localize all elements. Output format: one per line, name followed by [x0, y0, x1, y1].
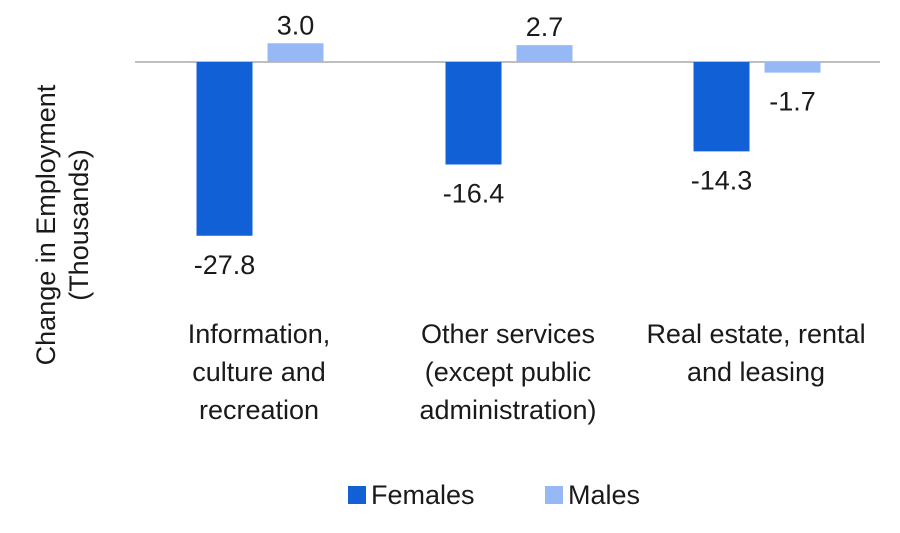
data-label-males-3: -1.7 — [769, 87, 816, 117]
category-label-2-line-2: (except public — [425, 357, 592, 387]
data-label-females-1: -27.8 — [194, 250, 256, 280]
legend-label-males: Males — [568, 480, 640, 510]
category-label-3-line-2: and leasing — [687, 357, 825, 387]
y-axis-title-line-1: Change in Employment — [31, 84, 61, 365]
category-label-1-line-1: Information, — [188, 319, 331, 349]
data-label-females-3: -14.3 — [691, 165, 753, 195]
bar-females-2 — [445, 62, 502, 165]
category-label-2-line-3: administration) — [419, 395, 596, 425]
bar-males-1 — [267, 43, 324, 62]
data-label-males-2: 2.7 — [526, 12, 564, 42]
category-label-1-line-3: recreation — [199, 395, 319, 425]
bar-females-3 — [693, 62, 750, 152]
category-label-1-line-2: culture and — [192, 357, 326, 387]
data-label-males-1: 3.0 — [277, 10, 315, 40]
category-label-3-line-1: Real estate, rental — [646, 319, 865, 349]
y-axis-title-line-2: (Thousands) — [64, 149, 94, 301]
category-label-2-line-1: Other services — [421, 319, 595, 349]
legend-swatch-females — [348, 486, 366, 504]
bar-males-2 — [516, 45, 573, 62]
legend-label-females: Females — [371, 480, 475, 510]
data-label-females-2: -16.4 — [443, 179, 505, 209]
legend-swatch-males — [545, 486, 563, 504]
bar-females-1 — [196, 62, 253, 236]
bar-males-3 — [764, 62, 821, 73]
